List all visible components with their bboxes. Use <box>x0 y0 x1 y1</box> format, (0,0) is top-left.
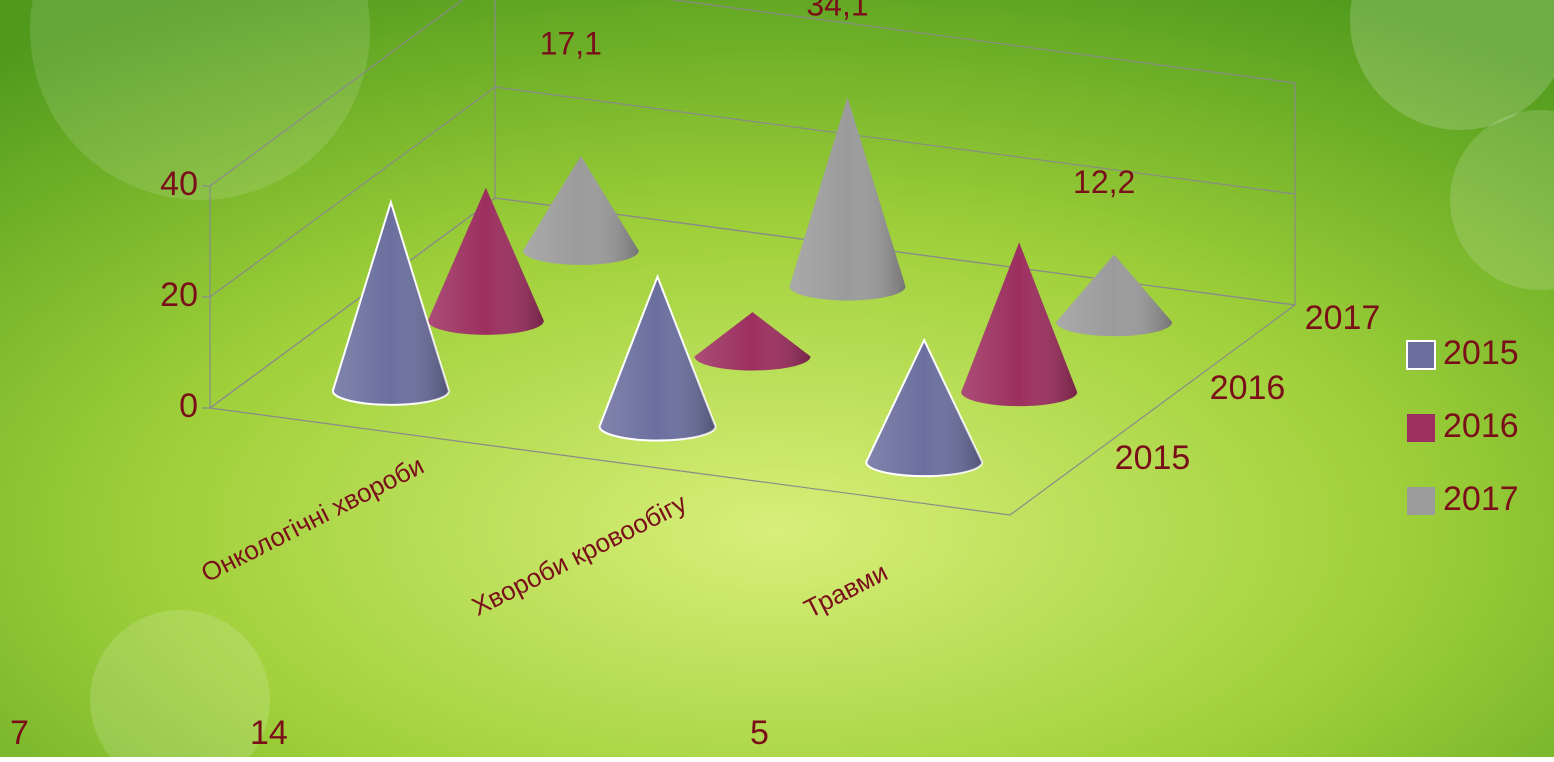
y-tick-label: 0 <box>179 387 198 425</box>
z-tick-label: 2015 <box>1115 439 1191 477</box>
bokeh <box>1450 110 1554 290</box>
cone-shade <box>789 97 906 301</box>
cone-shade <box>1056 254 1173 337</box>
cone-shade <box>961 242 1078 407</box>
data-label: 12,2 <box>1073 164 1135 200</box>
cone-shade <box>332 202 449 405</box>
legend-swatch <box>1406 340 1436 370</box>
cone-shade <box>427 187 544 335</box>
legend-swatch <box>1407 414 1435 442</box>
legend-label: 2015 <box>1443 334 1519 372</box>
z-tick-label: 2016 <box>1210 369 1286 407</box>
z-tick-label: 2017 <box>1305 299 1381 337</box>
y-tick-label: 40 <box>160 165 198 203</box>
legend-label: 2017 <box>1443 480 1519 518</box>
bokeh <box>90 610 270 762</box>
cone-shade <box>694 312 811 371</box>
bokeh <box>30 0 370 200</box>
note: 7 <box>10 714 29 752</box>
grid-line <box>209 0 1296 187</box>
legend-swatch <box>1407 487 1435 515</box>
note: 14 <box>250 714 288 752</box>
bokeh <box>1350 0 1554 130</box>
data-label: 17,1 <box>540 25 602 61</box>
cone-shade <box>599 276 716 441</box>
y-tick-label: 20 <box>160 276 198 314</box>
data-label: 34,1 <box>806 0 868 23</box>
cone-shade <box>866 340 983 477</box>
legend-label: 2016 <box>1443 407 1519 445</box>
cone-shade <box>522 155 639 265</box>
note: 5 <box>750 714 769 752</box>
